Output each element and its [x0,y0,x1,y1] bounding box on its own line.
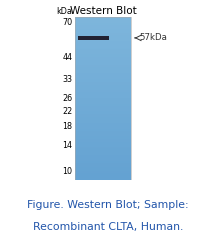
Text: Figure. Western Blot; Sample:: Figure. Western Blot; Sample: [27,200,189,210]
Text: 70: 70 [62,18,72,27]
Text: 44: 44 [62,53,72,62]
Text: 22: 22 [62,107,72,116]
Text: 18: 18 [62,122,72,131]
Text: Recombinant CLTA, Human.: Recombinant CLTA, Human. [33,222,183,232]
Bar [78,36,109,40]
Text: kDa: kDa [57,7,72,16]
Bar [75,17,131,180]
Text: Western Blot: Western Blot [70,6,136,16]
Text: 33: 33 [62,76,72,84]
Text: 10: 10 [62,167,72,176]
Text: 14: 14 [62,142,72,150]
Text: 57kDa: 57kDa [140,33,167,42]
Text: 26: 26 [62,94,72,103]
